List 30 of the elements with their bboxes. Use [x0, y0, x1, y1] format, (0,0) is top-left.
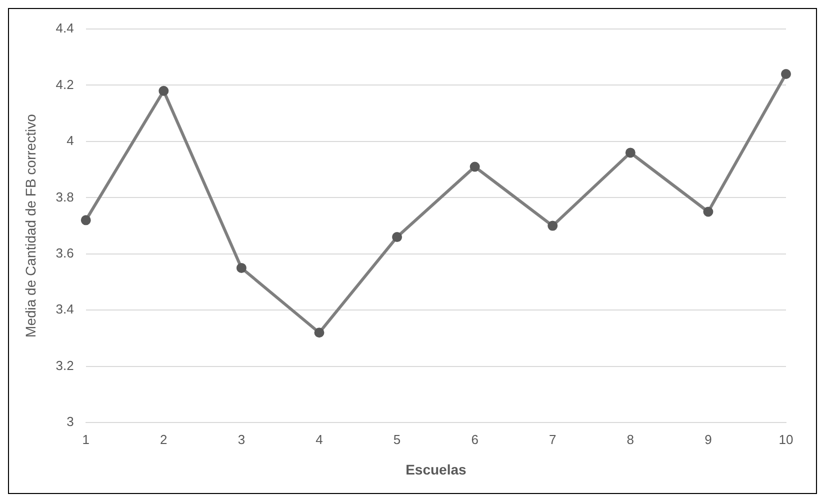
point — [625, 148, 636, 158]
point — [392, 232, 402, 242]
y-tick-label: 3.2 — [56, 358, 74, 373]
x-axis-title: Escuelas — [406, 461, 466, 478]
point — [781, 68, 791, 79]
x-tick-label: 5 — [393, 432, 401, 447]
x-tick-label: 9 — [704, 432, 712, 447]
x-tick-label: 1 — [82, 432, 90, 447]
x-tick-label: 7 — [549, 432, 556, 447]
y-tick-label: 3 — [66, 414, 74, 430]
x-tick-label: 4 — [316, 432, 323, 447]
y-tick-label: 4 — [66, 133, 74, 148]
x-tick-label: 6 — [471, 432, 478, 447]
y-axis-title: Media de Cantidad de FB correctivo — [22, 114, 38, 338]
point — [470, 162, 480, 172]
y-tick-label: 3.6 — [56, 245, 74, 260]
point — [236, 262, 246, 273]
point — [80, 215, 91, 226]
x-tick-label: 2 — [160, 432, 168, 447]
y-tick-label: 4.2 — [56, 76, 74, 92]
y-tick-label: 3.4 — [56, 302, 74, 317]
x-tick-label: 3 — [238, 432, 246, 447]
point — [548, 220, 558, 231]
y-tick-label: 3.8 — [56, 189, 74, 204]
y-tick-label: 4.4 — [56, 20, 74, 36]
point — [158, 86, 169, 96]
x-tick-label: 10 — [778, 432, 794, 447]
point — [703, 206, 714, 217]
point — [314, 328, 324, 338]
x-tick-label: 8 — [626, 432, 634, 447]
